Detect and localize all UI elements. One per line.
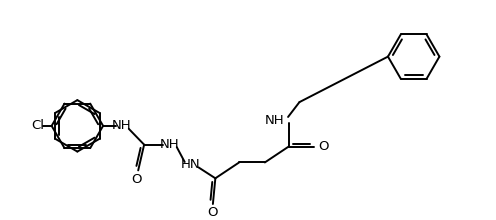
Text: NH: NH [265,114,285,127]
Text: HN: HN [181,158,200,171]
Text: O: O [318,140,328,153]
Text: NH: NH [112,119,131,132]
Text: O: O [131,173,141,186]
Text: O: O [208,206,218,219]
Text: NH: NH [160,138,180,151]
Text: Cl: Cl [31,119,44,132]
